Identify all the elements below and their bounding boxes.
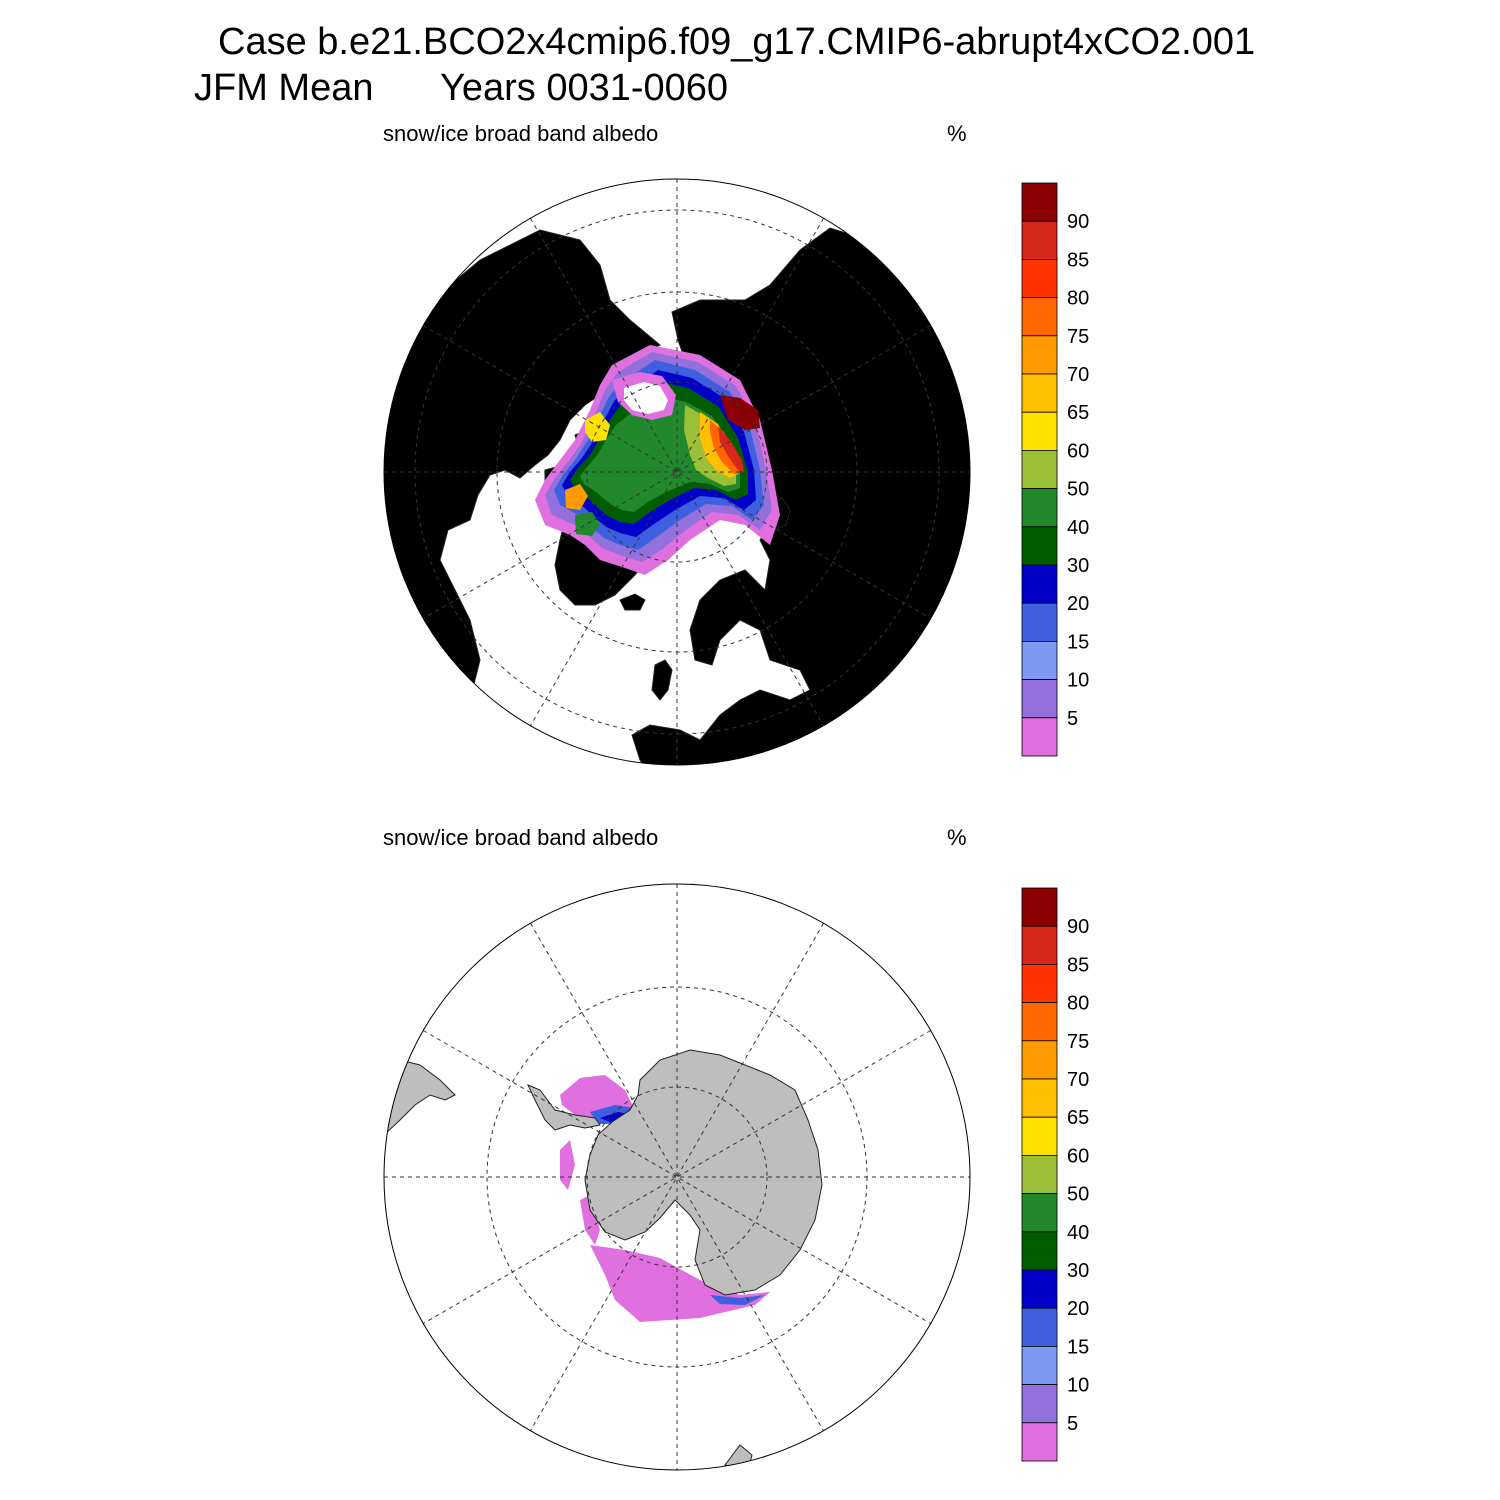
north-colorbar-tick-label: 70	[1067, 364, 1089, 386]
south-colorbar-tick-label: 5	[1067, 1413, 1078, 1435]
north-colorbar-tick-label: 90	[1067, 211, 1089, 233]
north-colorbar-tick-label: 30	[1067, 555, 1089, 577]
south-colorbar-tick-label: 85	[1067, 954, 1089, 976]
south-colorbar-swatch	[1021, 887, 1058, 927]
south-polar-map	[383, 883, 971, 1471]
british-isles-land	[651, 659, 673, 701]
south-units-label: %	[947, 825, 967, 850]
south-colorbar-swatch	[1021, 1116, 1058, 1156]
south-colorbar-swatch	[1021, 1040, 1058, 1080]
north-colorbar-tick-label: 20	[1067, 593, 1089, 615]
south-colorbar-tick-label: 50	[1067, 1184, 1089, 1206]
south-colorbar-tick-label: 15	[1067, 1336, 1089, 1358]
antarctica-land	[584, 1049, 823, 1296]
north-albedo-field	[535, 345, 780, 575]
south-colorbar-swatch	[1021, 1002, 1058, 1042]
north-colorbar-swatch	[1021, 526, 1058, 566]
north-colorbar-swatch	[1021, 679, 1058, 719]
south-colorbar-tick-label: 90	[1067, 916, 1089, 938]
south-map-border	[383, 883, 971, 1471]
south-colorbar-tick-label: 60	[1067, 1145, 1089, 1167]
north-colorbar-tick-label: 75	[1067, 326, 1089, 348]
north-variable-label: snow/ice broad band albedo	[383, 121, 659, 146]
north-colorbar-swatch	[1021, 297, 1058, 337]
south-colorbar-swatch	[1021, 1384, 1058, 1424]
south-colorbar-swatch	[1021, 1422, 1058, 1462]
years-label: Years 0031-0060	[440, 67, 729, 109]
north-america-land	[384, 229, 661, 721]
north-colorbar-swatch	[1021, 335, 1058, 375]
north-colorbar-tick-label: 85	[1067, 249, 1089, 271]
south-colorbar-tick-label: 40	[1067, 1222, 1089, 1244]
south-colorbar-tick-label: 20	[1067, 1298, 1089, 1320]
south-colorbar-tick-label: 10	[1067, 1375, 1089, 1397]
south-colorbar: 90 85 80 75 70 65 60 50 40 30 20 15 10 5	[1021, 887, 1089, 1462]
south-colorbar-swatch	[1021, 1269, 1058, 1309]
north-colorbar-swatch	[1021, 373, 1058, 413]
south-colorbar-swatch	[1021, 1231, 1058, 1271]
north-colorbar-tick-label: 40	[1067, 517, 1089, 539]
period-title: JFM Mean Years 0031-0060	[194, 68, 728, 108]
north-colorbar-swatch	[1021, 411, 1058, 451]
north-colorbar-swatch	[1021, 449, 1058, 489]
south-colorbar-tick-label: 70	[1067, 1069, 1089, 1091]
north-graticule	[384, 179, 970, 765]
north-colorbar-swatch	[1021, 717, 1058, 757]
south-graticule	[384, 884, 970, 1470]
north-colorbar: 90 85 80 75 70 65 60 50 40 30 20 15 10 5	[1021, 182, 1089, 757]
north-map-border	[383, 178, 971, 766]
north-colorbar-tick-label: 50	[1067, 479, 1089, 501]
north-colorbar-swatch	[1021, 258, 1058, 298]
north-map-content	[384, 227, 970, 765]
south-land	[384, 1049, 823, 1470]
south-albedo-field	[560, 1075, 770, 1322]
north-colorbar-tick-label: 60	[1067, 440, 1089, 462]
north-colorbar-tick-label: 5	[1067, 708, 1078, 730]
south-variable-label: snow/ice broad band albedo	[383, 825, 659, 850]
iceland-land	[619, 593, 646, 611]
north-colorbar-tick-label: 65	[1067, 402, 1089, 424]
south-colorbar-swatch	[1021, 1078, 1058, 1118]
north-colorbar-swatch	[1021, 182, 1058, 222]
north-colorbar-tick-label: 10	[1067, 670, 1089, 692]
south-colorbar-tick-label: 30	[1067, 1260, 1089, 1282]
north-colorbar-tick-label: 80	[1067, 288, 1089, 310]
south-colorbar-swatch	[1021, 964, 1058, 1004]
south-colorbar-swatch	[1021, 1155, 1058, 1195]
south-colorbar-tick-label: 75	[1067, 1031, 1089, 1053]
case-title: Case b.e21.BCO2x4cmip6.f09_g17.CMIP6-abr…	[218, 21, 1256, 63]
north-units-label: %	[947, 121, 967, 146]
south-colorbar-swatch	[1021, 1307, 1058, 1347]
south-colorbar-swatch	[1021, 1346, 1058, 1386]
antarctic-peninsula-land	[527, 1084, 601, 1131]
north-colorbar-swatch	[1021, 220, 1058, 260]
season-label: JFM Mean	[194, 67, 374, 109]
north-colorbar-swatch	[1021, 488, 1058, 528]
south-colorbar-tick-label: 65	[1067, 1107, 1089, 1129]
south-colorbar-swatch	[1021, 1193, 1058, 1233]
north-colorbar-swatch	[1021, 641, 1058, 681]
south-colorbar-swatch	[1021, 925, 1058, 965]
north-colorbar-swatch	[1021, 564, 1058, 604]
north-polar-map	[383, 178, 971, 766]
south-map-content	[384, 1049, 823, 1470]
north-colorbar-swatch	[1021, 602, 1058, 642]
north-colorbar-tick-label: 15	[1067, 631, 1089, 653]
south-america-land	[384, 1059, 456, 1137]
south-colorbar-tick-label: 80	[1067, 993, 1089, 1015]
